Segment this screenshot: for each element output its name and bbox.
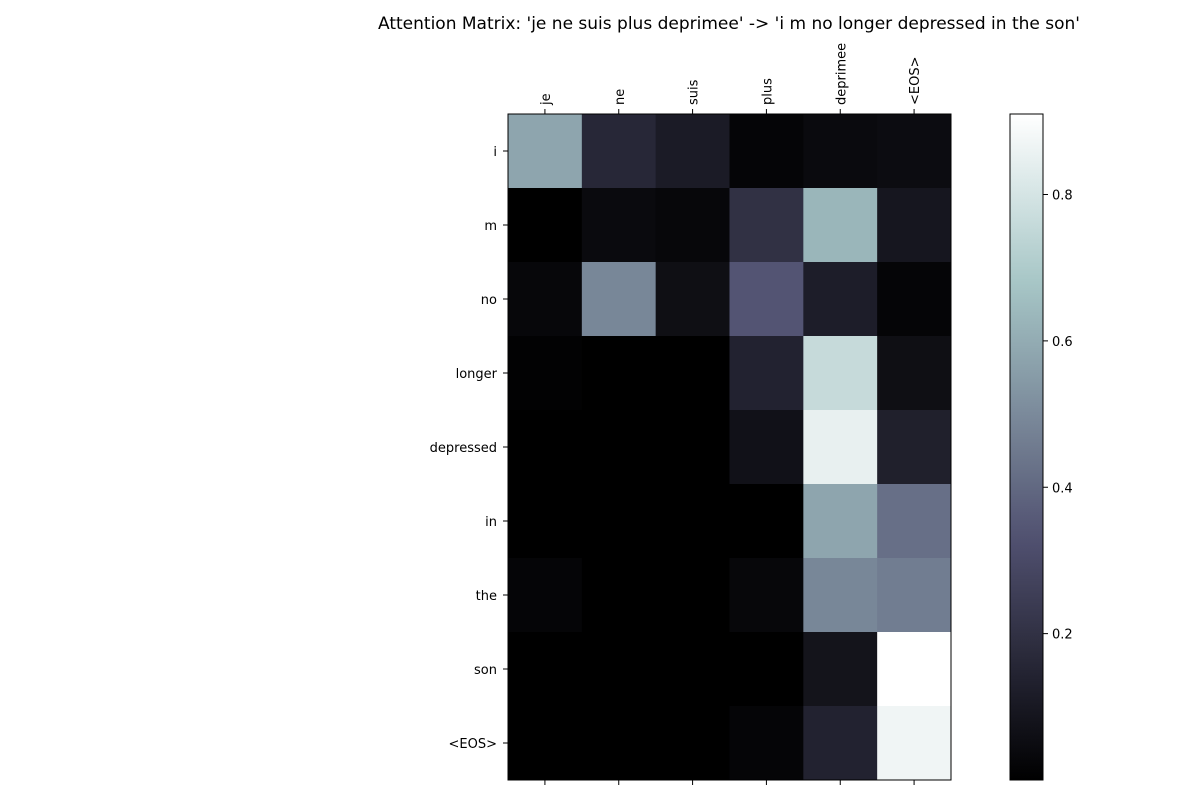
- heatmap-cell: [803, 632, 878, 707]
- heatmap-cell: [729, 558, 804, 633]
- heatmap-cell: [877, 188, 952, 263]
- heatmap-cell: [655, 706, 730, 781]
- heatmap-cell: [729, 484, 804, 559]
- heatmap-cell: [581, 484, 657, 559]
- x-tick-label: plus: [760, 78, 775, 105]
- heatmap-cell: [581, 262, 657, 337]
- heatmap-cell: [581, 632, 657, 707]
- heatmap-cell: [508, 336, 583, 411]
- heatmap-cell: [877, 632, 952, 707]
- y-tick-label: longer: [456, 367, 498, 382]
- y-tick-label: <EOS>: [449, 737, 497, 752]
- colorbar-tick-label: 0.6: [1052, 335, 1073, 350]
- heatmap-cell: [729, 188, 804, 263]
- heatmap-cell: [877, 410, 952, 485]
- heatmap-cell: [803, 336, 878, 411]
- heatmap-cell: [803, 262, 878, 337]
- heatmap-cell: [581, 114, 657, 189]
- heatmap-cell: [655, 188, 730, 263]
- heatmap-cell: [581, 706, 657, 781]
- heatmap-cell: [581, 558, 657, 633]
- y-tick-label: son: [474, 663, 497, 678]
- heatmap-cell: [655, 262, 730, 337]
- heatmap-cell: [729, 706, 804, 781]
- heatmap-cell: [508, 632, 583, 707]
- x-tick-label: suis: [687, 79, 702, 105]
- heatmap-cell: [877, 114, 952, 189]
- chart-title: Attention Matrix: 'je ne suis plus depri…: [378, 14, 1080, 34]
- x-axis: je ne suis plus deprimee <EOS>: [539, 43, 923, 785]
- colorbar-axis: 0.2 0.4 0.6 0.8: [1043, 189, 1073, 643]
- heatmap-cell: [655, 632, 730, 707]
- heatmap-cell: [655, 114, 730, 189]
- heatmap-cell: [877, 262, 952, 337]
- heatmap-cell: [655, 336, 730, 411]
- y-tick-label: no: [481, 293, 497, 308]
- y-tick-label: the: [476, 589, 497, 604]
- heatmap-cell: [803, 410, 878, 485]
- heatmap-cell: [877, 558, 952, 633]
- colorbar-tick-label: 0.8: [1052, 189, 1073, 204]
- heatmap-cell: [581, 336, 657, 411]
- colorbar-tick-label: 0.4: [1052, 481, 1073, 496]
- colorbar-tick-label: 0.2: [1052, 628, 1073, 643]
- heatmap-cell: [803, 706, 878, 781]
- heatmap-cell: [508, 262, 583, 337]
- heatmap-cell: [581, 188, 657, 263]
- heatmap-cell: [803, 114, 878, 189]
- heatmap-cell: [729, 410, 804, 485]
- y-tick-label: i: [493, 145, 497, 160]
- y-tick-label: depressed: [430, 441, 497, 456]
- x-tick-label: je: [539, 93, 554, 106]
- heatmap-cell: [655, 484, 730, 559]
- x-tick-label: deprimee: [834, 43, 849, 105]
- heatmap-cell: [803, 558, 878, 633]
- colorbar: [1009, 113, 1044, 781]
- heatmap-cell: [655, 558, 730, 633]
- heatmap-cell: [508, 410, 583, 485]
- heatmap-cell: [877, 706, 952, 781]
- heatmap-cell: [729, 336, 804, 411]
- heatmap-cells: [508, 114, 952, 781]
- x-tick-label: <EOS>: [908, 57, 923, 105]
- heatmap-cell: [729, 114, 804, 189]
- x-tick-label: ne: [613, 89, 628, 105]
- heatmap-cell: [877, 484, 952, 559]
- heatmap-cell: [729, 632, 804, 707]
- heatmap-cell: [729, 262, 804, 337]
- heatmap-cell: [877, 336, 952, 411]
- y-axis: i m no longer depressed in the son <EOS>: [430, 145, 508, 752]
- heatmap-cell: [508, 484, 583, 559]
- heatmap-cell: [508, 114, 583, 189]
- y-tick-label: m: [484, 219, 497, 234]
- heatmap-cell: [508, 706, 583, 781]
- heatmap-cell: [508, 558, 583, 633]
- heatmap-cell: [581, 410, 657, 485]
- y-tick-label: in: [485, 515, 497, 530]
- heatmap-cell: [508, 188, 583, 263]
- heatmap-cell: [803, 188, 878, 263]
- heatmap-cell: [803, 484, 878, 559]
- heatmap-cell: [655, 410, 730, 485]
